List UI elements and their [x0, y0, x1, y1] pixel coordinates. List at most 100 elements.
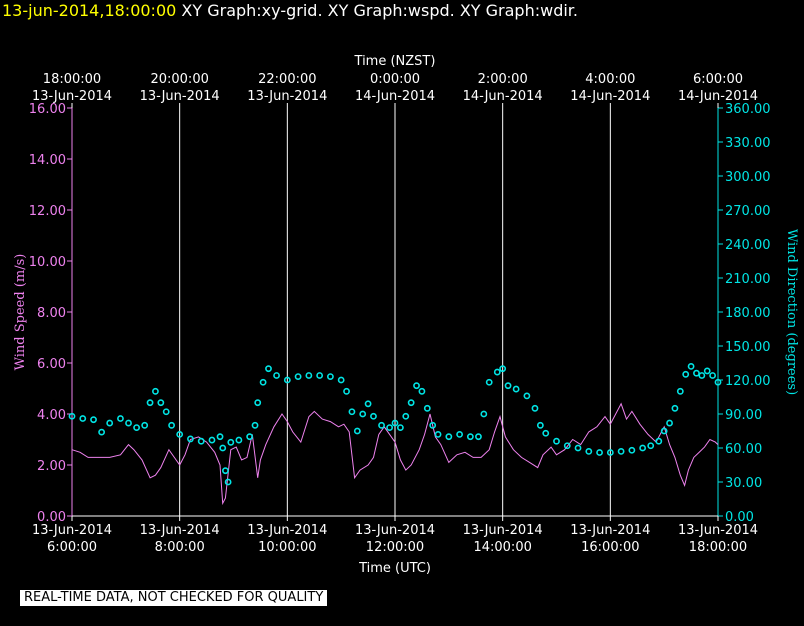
top-tick-time: 0:00:00	[370, 72, 420, 87]
wind-direction-point	[703, 367, 711, 375]
bottom-tick-time: 8:00:00	[155, 540, 205, 555]
wind-direction-point	[574, 444, 582, 452]
bottom-tick-date: 13-Jun-2014	[247, 523, 327, 538]
wind-direction-point	[698, 372, 706, 379]
left-tick-label: 16.00	[29, 102, 66, 117]
bottom-tick-time: 14:00:00	[473, 540, 531, 555]
wind-direction-point	[606, 449, 614, 456]
wind-direction-point	[413, 382, 420, 390]
wind-direction-point	[596, 449, 603, 456]
graph-titles: XY Graph:xy-grid. XY Graph:wspd. XY Grap…	[181, 1, 578, 20]
wind-direction-point	[671, 404, 679, 412]
wind-direction-point	[305, 372, 313, 379]
top-tick-time: 2:00:00	[478, 72, 528, 87]
wind-direction-point	[208, 436, 216, 444]
bottom-tick-date: 13-Jun-2014	[678, 523, 758, 538]
right-tick-label: 90.00	[725, 408, 762, 423]
wind-direction-point	[353, 427, 361, 435]
wind-direction-point	[475, 433, 482, 441]
top-axis-title: Time (NZST)	[354, 54, 436, 69]
wind-direction-point	[364, 400, 372, 408]
wind-direction-point	[378, 421, 385, 429]
left-tick-label: 10.00	[29, 255, 66, 270]
right-tick-label: 330.00	[725, 136, 771, 151]
wind-direction-point	[224, 478, 232, 486]
wind-direction-point	[445, 433, 453, 441]
right-tick-label: 210.00	[725, 272, 771, 287]
wind-direction-point	[251, 421, 259, 429]
wind-direction-point	[254, 399, 262, 407]
bottom-tick-time: 16:00:00	[581, 540, 639, 555]
wind-direction-point	[396, 424, 404, 431]
wind-direction-point	[709, 372, 717, 379]
wind-direction-point	[187, 435, 194, 443]
wind-direction-point	[466, 433, 474, 441]
wind-direction-point	[141, 421, 149, 429]
wind-direction-point	[162, 408, 170, 416]
top-tick-date: 14-Jun-2014	[355, 89, 435, 104]
wind-direction-point	[523, 392, 531, 400]
wind-direction-point	[90, 416, 97, 424]
wind-direction-point	[343, 387, 350, 395]
wind-direction-point	[98, 428, 106, 436]
wind-direction-point	[265, 365, 272, 373]
bottom-tick-time: 18:00:00	[689, 540, 747, 555]
right-tick-label: 60.00	[725, 442, 762, 457]
top-tick-time: 22:00:00	[258, 72, 316, 87]
top-tick-time: 6:00:00	[693, 72, 743, 87]
bottom-tick-time: 12:00:00	[366, 540, 424, 555]
wind-direction-point	[693, 369, 700, 377]
bottom-tick-date: 13-Jun-2014	[570, 523, 650, 538]
wind-direction-point	[660, 427, 668, 435]
wind-direction-point	[117, 415, 124, 422]
left-tick-label: 6.00	[37, 357, 66, 372]
left-tick-label: 14.00	[29, 153, 66, 168]
right-tick-label: 180.00	[725, 306, 771, 321]
wind-direction-point	[563, 442, 571, 450]
wind-direction-point	[246, 433, 254, 441]
x-axis-title: Time (UTC)	[358, 561, 431, 576]
bottom-tick-date: 13-Jun-2014	[32, 523, 112, 538]
wind-direction-point	[176, 430, 184, 438]
wind-direction-point	[512, 385, 520, 393]
wind-direction-point	[283, 376, 291, 384]
wind-direction-point	[542, 429, 550, 437]
right-tick-label: 0.00	[725, 510, 754, 525]
bottom-tick-date: 13-Jun-2014	[355, 523, 435, 538]
wind-direction-point	[146, 399, 154, 407]
top-tick-date: 14-Jun-2014	[678, 89, 758, 104]
top-tick-date: 13-Jun-2014	[247, 89, 327, 104]
wind-direction-point	[391, 419, 399, 427]
top-tick-time: 20:00:00	[150, 72, 208, 87]
wind-direction-point	[216, 433, 224, 441]
quality-notice: REAL-TIME DATA, NOT CHECKED FOR QUALITY	[20, 590, 328, 606]
right-tick-label: 270.00	[725, 204, 771, 219]
wind-direction-point	[227, 438, 235, 446]
wind-direction-point	[456, 430, 463, 438]
top-tick-time: 4:00:00	[585, 72, 635, 87]
wind-direction-point	[499, 365, 507, 373]
wind-direction-point	[434, 430, 442, 438]
wind-direction-point	[79, 415, 87, 422]
wind-direction-point	[157, 399, 165, 407]
top-tick-time: 18:00:00	[43, 72, 101, 87]
right-tick-label: 30.00	[725, 476, 762, 491]
wind-direction-point	[687, 362, 695, 370]
chart-header: 13-jun-2014,18:00:00 XY Graph:xy-grid. X…	[2, 1, 578, 20]
wind-direction-point	[168, 421, 175, 429]
bottom-tick-time: 6:00:00	[47, 540, 97, 555]
wind-direction-point	[682, 370, 690, 378]
wind-direction-point	[666, 419, 673, 427]
wind-direction-point	[485, 378, 493, 386]
right-axis-title: Wind Direction (degrees)	[784, 229, 799, 395]
wind-direction-point	[370, 412, 377, 420]
wind-direction-point	[531, 404, 539, 412]
wind-direction-point	[294, 373, 302, 380]
wind-speed-line	[71, 402, 719, 506]
left-tick-label: 4.00	[37, 408, 66, 423]
wind-direction-point	[273, 372, 280, 379]
wind-direction-point	[316, 372, 324, 379]
wind-direction-point	[219, 444, 227, 452]
wind-direction-point	[676, 387, 684, 395]
wind-direction-point	[536, 421, 544, 429]
